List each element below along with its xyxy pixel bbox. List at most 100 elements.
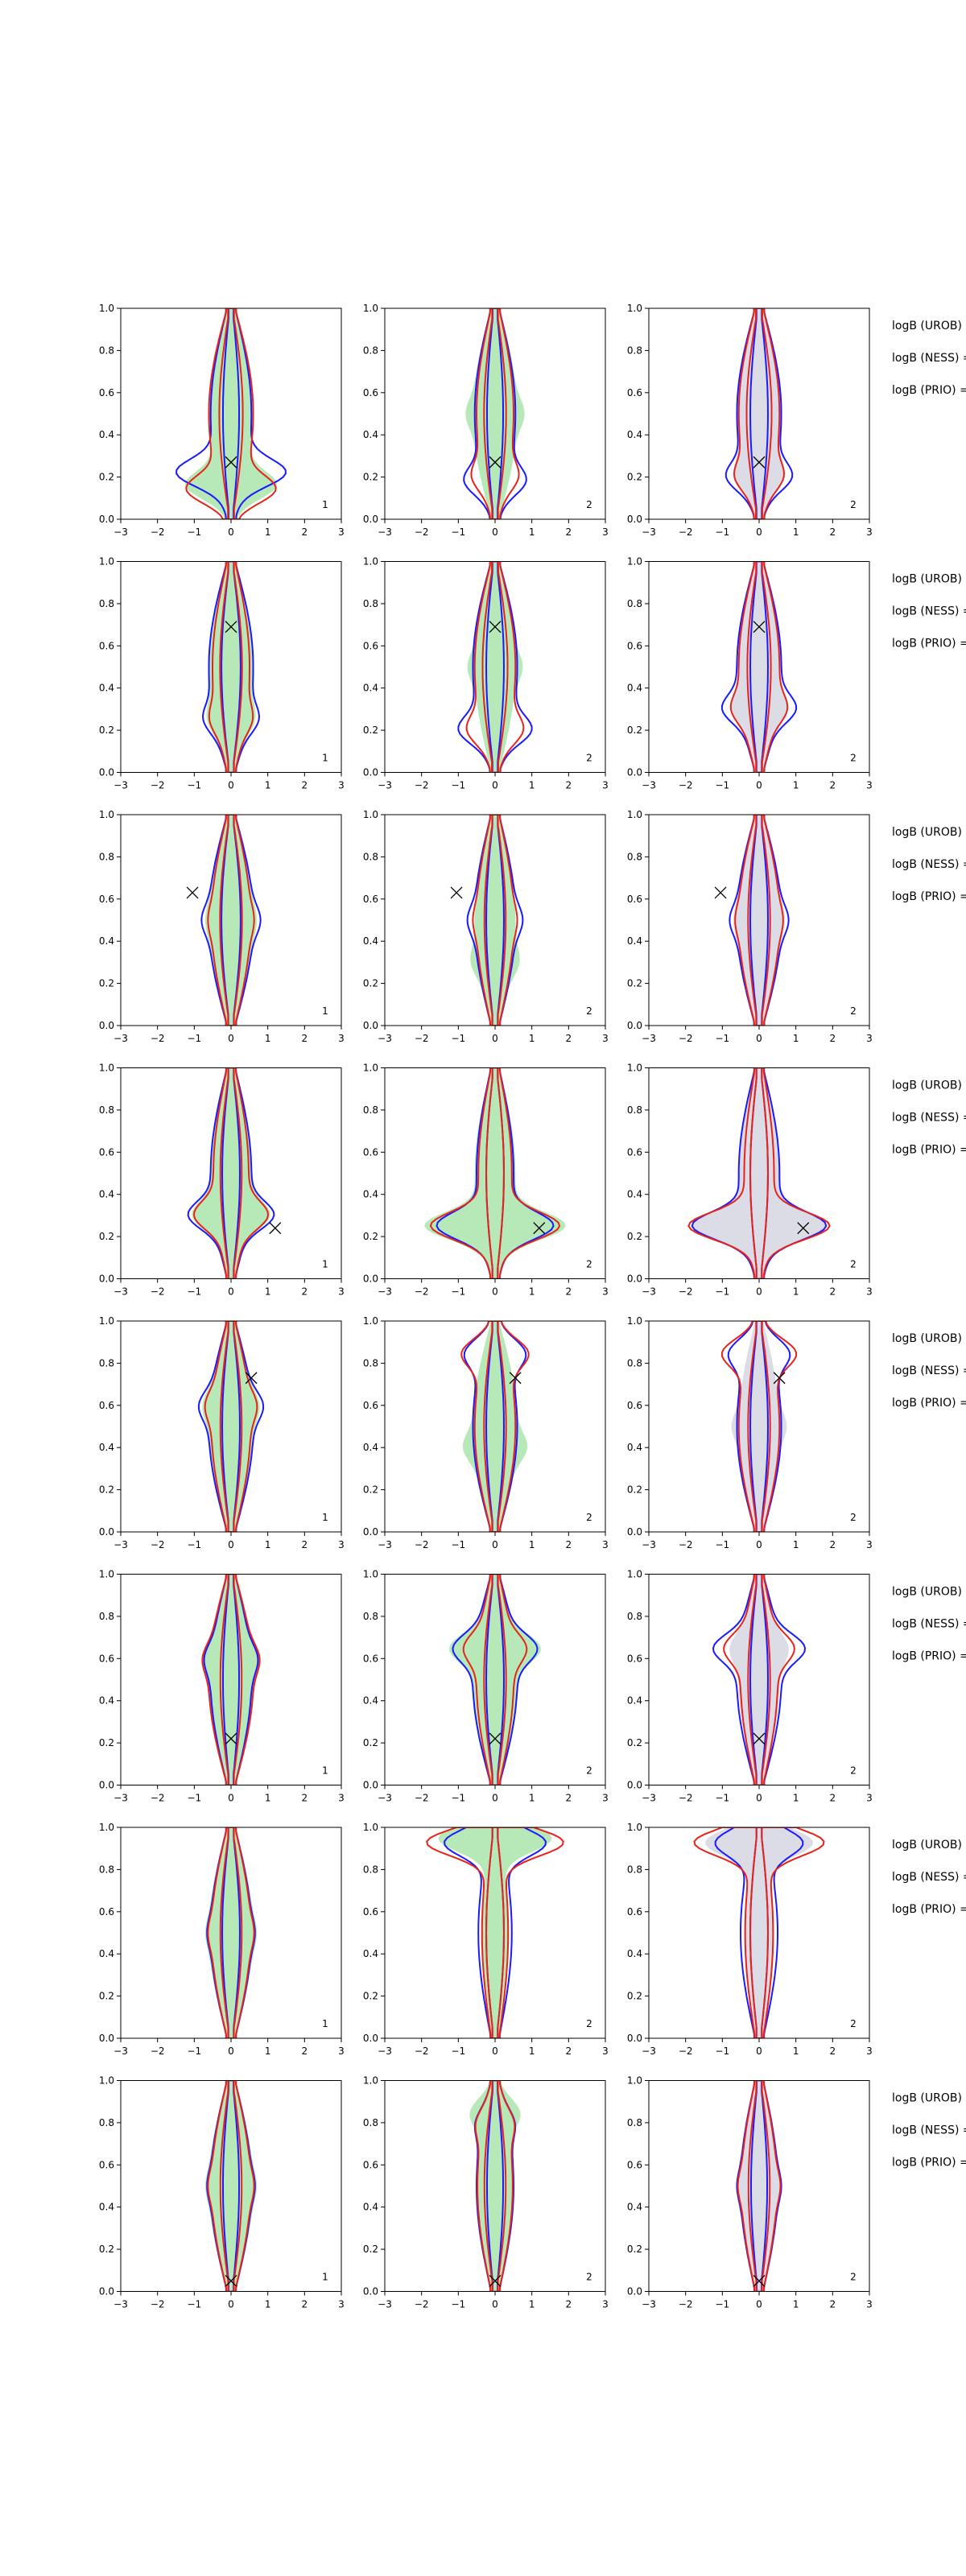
x-tick-label: 2 bbox=[566, 1033, 572, 1044]
y-tick-label: 0.6 bbox=[99, 640, 114, 651]
y-tick-label: 0.2 bbox=[627, 978, 642, 989]
x-tick-label: −1 bbox=[715, 1539, 729, 1550]
panel-plot-area bbox=[457, 561, 533, 773]
y-tick-label: 0.4 bbox=[363, 935, 378, 947]
x-tick-label: −1 bbox=[451, 2299, 465, 2310]
x-tick-label: −3 bbox=[642, 780, 656, 791]
x-tick-label: −2 bbox=[415, 1539, 429, 1550]
blue-inner-contour bbox=[486, 308, 504, 519]
x-tick-label: 3 bbox=[338, 780, 345, 791]
x-tick-label: 3 bbox=[602, 1286, 609, 1298]
y-tick-label: 0.0 bbox=[363, 1020, 378, 1031]
density-fill bbox=[705, 1827, 813, 2038]
x-tick-label: 0 bbox=[756, 1793, 762, 1804]
y-tick-label: 0.2 bbox=[99, 1737, 114, 1748]
panel-plot-area bbox=[175, 308, 287, 519]
x-tick-label: 3 bbox=[866, 2046, 873, 2057]
y-tick-label: 0.2 bbox=[99, 1991, 114, 2002]
y-tick-label: 0.0 bbox=[627, 514, 642, 525]
x-tick-label: 3 bbox=[338, 1793, 345, 1804]
panel-tag: 2 bbox=[850, 1765, 857, 1777]
panel-r3-c3: −3 −2 −1 0 1 2 3 0.0 0.2 0.4 0.6 0.8 1.0 2 bbox=[627, 809, 873, 1044]
y-tick-label: 0.0 bbox=[627, 2033, 642, 2044]
x-tick-label: −2 bbox=[415, 1286, 429, 1298]
blue-inner-contour bbox=[222, 1574, 240, 1785]
red-inner-contour bbox=[746, 561, 772, 773]
red-inner-contour bbox=[747, 1574, 771, 1785]
true-value-marker bbox=[489, 1732, 502, 1745]
panel-tag: 2 bbox=[586, 753, 592, 764]
x-tick-label: 3 bbox=[866, 1033, 873, 1044]
x-tick-label: −2 bbox=[415, 1033, 429, 1044]
blue-inner-contour bbox=[749, 1321, 770, 1532]
y-tick-label: 0.2 bbox=[363, 1484, 378, 1496]
x-tick-label: −1 bbox=[715, 2046, 729, 2057]
y-tick-label: 0.4 bbox=[627, 1189, 642, 1200]
y-tick-label: 0.4 bbox=[99, 2202, 114, 2213]
blue-outer-contour bbox=[714, 1827, 804, 2038]
panel-tag: 2 bbox=[850, 1005, 857, 1017]
x-tick-label: −2 bbox=[679, 526, 693, 538]
x-tick-label: 2 bbox=[830, 1539, 836, 1550]
density-fill bbox=[691, 1067, 827, 1279]
red-inner-contour bbox=[485, 1067, 506, 1279]
density-fill bbox=[184, 308, 278, 519]
panel-tag: 2 bbox=[850, 499, 857, 510]
y-tick-label: 0.6 bbox=[99, 2159, 114, 2170]
panel-plot-area bbox=[720, 1321, 798, 1532]
true-value-marker bbox=[489, 2274, 502, 2287]
y-tick-label: 0.8 bbox=[627, 851, 642, 862]
x-tick-label: 1 bbox=[265, 1793, 271, 1804]
x-tick-label: 3 bbox=[866, 2299, 873, 2310]
side-label: logB (NESS) = bbox=[892, 1112, 966, 1125]
x-tick-label: 1 bbox=[793, 780, 799, 791]
y-tick-label: 1.0 bbox=[363, 1822, 378, 1833]
side-label: logB (PRIO) = bbox=[892, 1903, 966, 1916]
panel-r7-c1: −3 −2 −1 0 1 2 3 0.0 0.2 0.4 0.6 0.8 1.0 1 bbox=[99, 1822, 345, 2057]
y-tick-label: 1.0 bbox=[99, 2075, 114, 2087]
blue-outer-contour bbox=[463, 308, 527, 519]
x-tick-label: −3 bbox=[114, 1286, 128, 1298]
blue-inner-contour bbox=[222, 2080, 240, 2292]
red-outer-contour bbox=[460, 1321, 530, 1532]
y-tick-label: 0.6 bbox=[627, 1906, 642, 1918]
y-tick-label: 0.8 bbox=[99, 1611, 114, 1622]
x-tick-label: 0 bbox=[492, 1286, 498, 1298]
red-outer-contour bbox=[207, 1827, 255, 2038]
panel-r6-c2: −3 −2 −1 0 1 2 3 0.0 0.2 0.4 0.6 0.8 1.0 2 bbox=[363, 1569, 609, 1804]
x-tick-label: −3 bbox=[378, 2299, 392, 2310]
red-outer-contour bbox=[720, 1321, 798, 1532]
y-tick-label: 0.2 bbox=[627, 1484, 642, 1496]
y-tick-label: 0.2 bbox=[627, 724, 642, 736]
y-tick-label: 0.2 bbox=[363, 1231, 378, 1242]
side-labels-row-8: logB (UROB) = logB (NESS) = logB (PRIO) = bbox=[892, 2092, 966, 2169]
red-inner-contour bbox=[483, 815, 507, 1026]
blue-inner-contour bbox=[485, 815, 506, 1026]
x-tick-label: 2 bbox=[302, 1033, 308, 1044]
x-tick-label: 0 bbox=[756, 1286, 762, 1298]
red-inner-contour bbox=[483, 1321, 507, 1532]
x-tick-label: −2 bbox=[679, 1286, 693, 1298]
red-outer-contour bbox=[207, 2080, 255, 2292]
x-tick-label: 1 bbox=[265, 780, 271, 791]
y-tick-label: 0.0 bbox=[363, 514, 378, 525]
side-label: logB (UROB) = bbox=[892, 2092, 966, 2105]
y-tick-label: 0.4 bbox=[99, 429, 114, 440]
y-tick-label: 0.6 bbox=[627, 894, 642, 905]
y-tick-label: 0.0 bbox=[363, 2286, 378, 2297]
y-tick-label: 0.8 bbox=[627, 1864, 642, 1875]
y-tick-label: 1.0 bbox=[627, 1315, 642, 1327]
panel-tag: 1 bbox=[322, 1512, 328, 1523]
blue-inner-contour bbox=[749, 1574, 770, 1785]
x-tick-label: 3 bbox=[338, 2046, 345, 2057]
true-value-marker bbox=[797, 1222, 810, 1235]
red-outer-contour bbox=[426, 1827, 564, 2038]
y-tick-label: 0.0 bbox=[99, 767, 114, 778]
side-label: logB (UROB) = bbox=[892, 573, 966, 586]
red-inner-contour bbox=[219, 1574, 243, 1785]
x-tick-label: 2 bbox=[830, 2046, 836, 2057]
x-tick-label: 2 bbox=[830, 780, 836, 791]
y-tick-label: 0.2 bbox=[627, 1231, 642, 1242]
blue-outer-contour bbox=[712, 1574, 807, 1785]
panel-r2-c1: −3 −2 −1 0 1 2 3 0.0 0.2 0.4 0.6 0.8 1.0 1 bbox=[99, 556, 345, 791]
